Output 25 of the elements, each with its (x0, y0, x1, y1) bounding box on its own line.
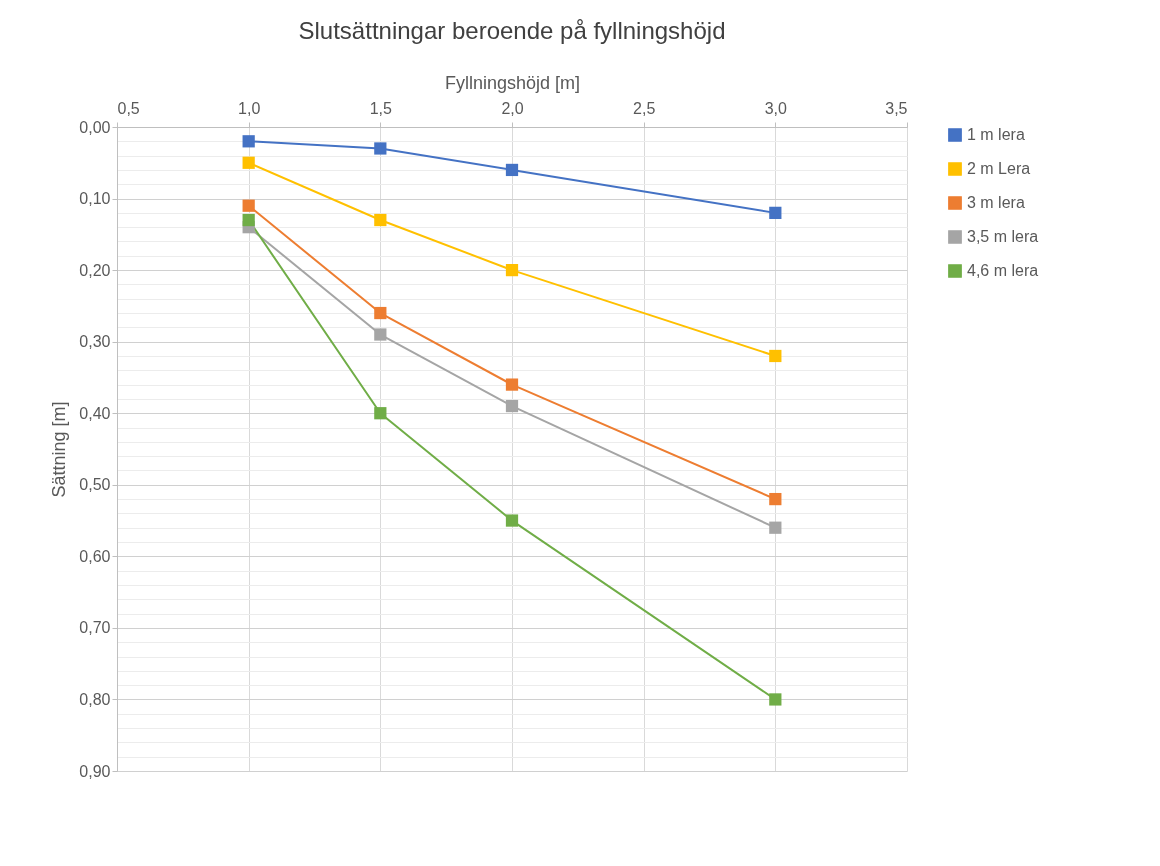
y-tick-label: 0,80 (79, 690, 111, 708)
y-tick-label: 0,10 (79, 190, 111, 208)
x-tick-label: 1,0 (238, 99, 261, 117)
y-tick-label: 0,50 (79, 476, 111, 494)
y-tick-label: 0,60 (79, 547, 111, 565)
y-tick-label: 0,30 (79, 333, 111, 351)
x-tick-label: 3,0 (764, 99, 788, 117)
y-axis-title: Sättning [m] (49, 401, 70, 498)
y-tick-label: 0,40 (79, 404, 111, 422)
legend-label: 1 m lera (967, 126, 1025, 143)
x-tick-label: 0,5 (117, 99, 140, 117)
x-tick-label: 1,5 (369, 99, 393, 117)
legend-label: 4,6 m lera (967, 262, 1039, 279)
legend-label: 3,5 m lera (967, 228, 1039, 245)
x-axis-title: Fyllningshöjd [m] (444, 72, 581, 93)
y-tick-label: 0,20 (79, 261, 111, 279)
y-tick-label: 0,70 (79, 619, 111, 637)
chart-title: Slutsättningar beroende på fyllningshöjd (298, 17, 726, 44)
x-tick-label: 3,5 (885, 99, 908, 117)
legend-label: 2 m Lera (967, 160, 1031, 177)
x-tick-label: 2,5 (633, 99, 656, 117)
x-tick-label: 2,0 (501, 99, 524, 117)
legend-label: 3 m lera (967, 194, 1025, 211)
y-tick-label: 0,00 (79, 118, 111, 136)
y-tick-label: 0,90 (79, 762, 111, 780)
